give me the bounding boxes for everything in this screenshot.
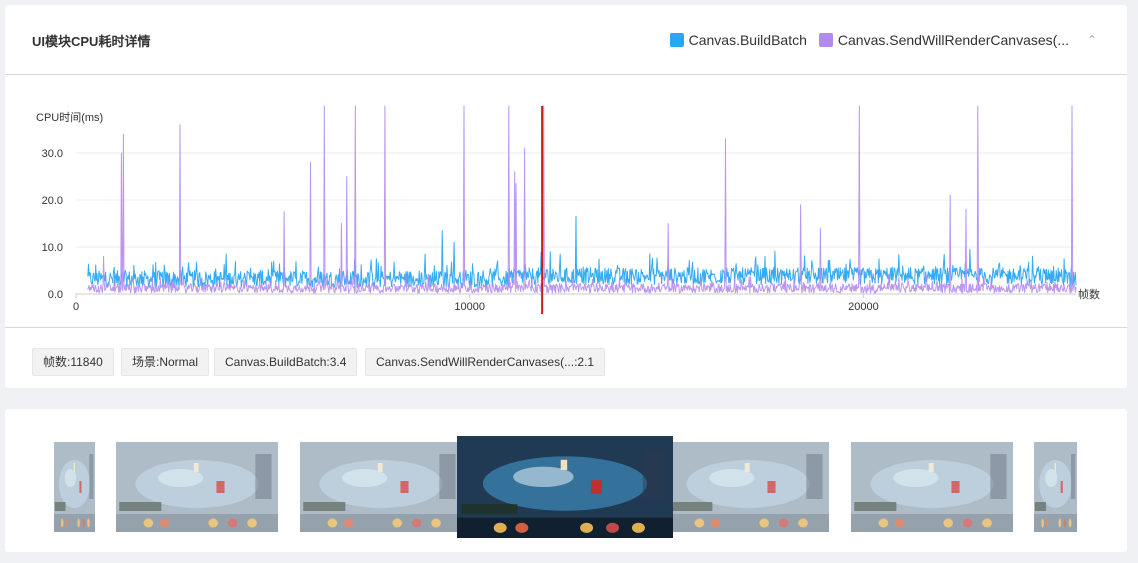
legend-item-sendwillrender[interactable]: Canvas.SendWillRenderCanvases(...: [818, 32, 1069, 48]
panel-header: UI模块CPU耗时详情 Canvas.BuildBatch Canvas.Sen…: [5, 5, 1127, 75]
frame-thumbnail-selected[interactable]: [457, 436, 673, 538]
legend-item-buildbatch[interactable]: Canvas.BuildBatch: [669, 32, 807, 48]
tag-scene: 场景:Normal: [121, 348, 210, 376]
chart-legend: Canvas.BuildBatch Canvas.SendWillRenderC…: [658, 32, 1069, 48]
tag-buildbatch-value: Canvas.BuildBatch:3.4: [214, 348, 358, 376]
series-line-sendwillrender: [87, 105, 1077, 294]
y-tick-label: 10.0: [42, 242, 63, 254]
frame-info-row: 帧数:11840 场景:Normal Canvas.BuildBatch:3.4…: [5, 327, 1127, 388]
x-tick-label: 10000: [454, 301, 485, 313]
legend-label-buildbatch: Canvas.BuildBatch: [688, 32, 807, 48]
frame-thumbnail[interactable]: [116, 442, 278, 532]
tag-frame-number: 帧数:11840: [32, 348, 114, 376]
y-tick-label: 20.0: [42, 195, 63, 207]
chart-series: [87, 105, 1077, 314]
y-tick-label: 0.0: [48, 289, 63, 301]
cpu-time-chart[interactable]: 0.0 10.0 20.0 30.0 0 10000 20000 CPU时间(ms) 帧数: [5, 75, 1127, 325]
tag-sendwillrender-value: Canvas.SendWillRenderCanvases(...:2.1: [365, 348, 606, 376]
chevron-up-icon[interactable]: ⌃: [1086, 33, 1097, 47]
frame-screenshot-strip: [5, 409, 1127, 552]
x-tick-label: 20000: [848, 301, 879, 313]
frame-thumbnail[interactable]: [851, 442, 1013, 532]
y-tick-label: 30.0: [42, 148, 63, 160]
frame-thumbnail[interactable]: [667, 442, 829, 532]
frame-thumbnail[interactable]: [300, 442, 462, 532]
y-axis-label: CPU时间(ms): [36, 111, 103, 124]
frame-thumbnail[interactable]: [1034, 442, 1077, 532]
legend-swatch-sendwillrender: [818, 33, 833, 47]
legend-swatch-buildbatch: [669, 33, 684, 47]
chart-grid: [76, 152, 1076, 295]
series-line-buildbatch: [87, 215, 1077, 288]
x-axis-label: 帧数: [1078, 287, 1100, 301]
panel-title: UI模块CPU耗时详情: [32, 34, 151, 49]
x-tick-label: 0: [73, 301, 79, 313]
legend-label-sendwillrender: Canvas.SendWillRenderCanvases(...: [837, 32, 1069, 48]
chart-axes: 0.0 10.0 20.0 30.0 0 10000 20000: [42, 148, 879, 313]
frame-thumbnail[interactable]: [54, 442, 95, 532]
ui-cpu-panel: UI模块CPU耗时详情 Canvas.BuildBatch Canvas.Sen…: [5, 5, 1127, 388]
